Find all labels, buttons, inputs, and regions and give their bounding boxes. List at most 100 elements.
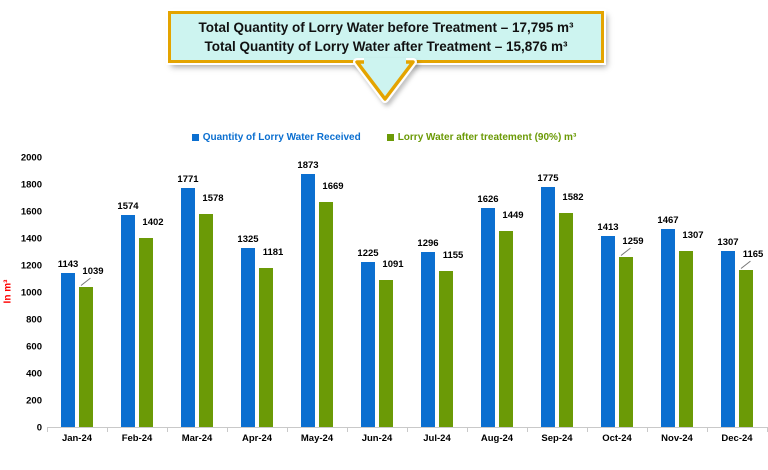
y-tick-label: 1000 — [20, 287, 42, 299]
callout-arrow-down-icon — [353, 58, 417, 103]
month-group: 1467 1307 — [647, 158, 708, 432]
month-group: 1873 1669 — [287, 158, 348, 432]
value-label-received: 1467 — [657, 214, 679, 226]
value-label-treated: 1402 — [142, 216, 164, 228]
x-axis-label: Jul-24 — [423, 433, 451, 444]
value-label-treated: 1259 — [622, 236, 644, 248]
bar-treated — [559, 213, 573, 427]
value-label-received: 1143 — [57, 258, 79, 270]
bar-received — [181, 187, 195, 427]
legend-item-received: Quantity of Lorry Water Received — [191, 132, 361, 143]
x-axis-label: May-24 — [300, 433, 334, 444]
x-axis-label: Sep-24 — [541, 433, 573, 444]
label-leader-line — [620, 247, 631, 256]
x-axis-tick — [466, 427, 468, 432]
value-label-received: 1574 — [117, 200, 139, 212]
y-tick-label: 2000 — [20, 152, 42, 164]
legend-item-treated: Lorry Water after treatement (90%) m³ — [386, 132, 576, 143]
bar-treated — [439, 271, 453, 427]
value-label-treated: 1669 — [322, 180, 344, 192]
x-axis-label: Aug-24 — [480, 433, 514, 444]
value-label-treated: 1449 — [502, 210, 524, 222]
value-label-treated: 1091 — [382, 258, 404, 270]
legend-swatch-received-icon — [191, 134, 199, 141]
bar-treated — [679, 250, 693, 427]
bar-received — [661, 228, 675, 427]
legend-swatch-treated-icon — [386, 134, 394, 141]
value-label-received: 1626 — [477, 193, 499, 205]
y-tick-label: 1400 — [20, 233, 42, 245]
x-axis-tick — [526, 427, 528, 432]
x-axis-tick — [766, 427, 768, 432]
bar-treated — [79, 286, 93, 427]
value-label-treated: 1039 — [82, 265, 104, 277]
bar-treated — [499, 231, 513, 427]
bar-received — [601, 236, 615, 427]
x-axis-label: Apr-24 — [241, 433, 273, 444]
month-group: 1307 1165 — [707, 158, 768, 432]
y-tick-label: 0 — [36, 422, 42, 434]
bar-received — [241, 248, 255, 427]
x-axis-tick — [226, 427, 228, 432]
bar-treated — [259, 267, 273, 427]
bar-received — [541, 187, 555, 427]
value-label-treated: 1165 — [742, 248, 764, 260]
y-tick-label: 400 — [26, 368, 42, 380]
x-axis-tick — [646, 427, 648, 432]
x-axis-tick — [46, 427, 48, 432]
x-axis-tick — [706, 427, 708, 432]
value-label-received: 1413 — [597, 222, 619, 234]
y-tick-label: 200 — [26, 395, 42, 407]
bar-treated — [139, 237, 153, 427]
callout-line2: Total Quantity of Lorry Water after Trea… — [204, 39, 568, 54]
month-group: 1225 1091 — [347, 158, 408, 432]
value-label-received: 1325 — [237, 234, 259, 246]
bar-treated — [199, 213, 213, 427]
bar-treated — [379, 279, 393, 427]
y-tick-label: 1200 — [20, 260, 42, 272]
x-axis-label: Jan-24 — [61, 433, 93, 444]
x-axis-tick — [406, 427, 408, 432]
month-group: 1771 1578 — [167, 158, 228, 432]
bar-received — [721, 250, 735, 427]
month-group: 1296 1155 — [407, 158, 468, 432]
bar-treated — [319, 201, 333, 427]
y-tick-label: 800 — [26, 314, 42, 326]
label-leader-line — [740, 260, 751, 269]
bar-received — [361, 261, 375, 427]
x-axis-tick — [586, 427, 588, 432]
callout-line1: Total Quantity of Lorry Water before Tre… — [198, 20, 574, 35]
y-tick-label: 600 — [26, 341, 42, 353]
bar-treated — [619, 257, 633, 427]
month-group: 1325 1181 — [227, 158, 288, 432]
x-axis-label: Oct-24 — [602, 433, 632, 444]
month-group: 1775 1582 — [527, 158, 588, 432]
totals-callout: Total Quantity of Lorry Water before Tre… — [168, 11, 604, 63]
x-axis-label: Jun-24 — [361, 433, 393, 444]
month-group: 1143 1039 — [46, 158, 108, 432]
value-label-received: 1225 — [357, 247, 379, 259]
value-label-received: 1771 — [177, 173, 199, 185]
bar-received — [121, 214, 135, 427]
month-group: 1574 1402 — [107, 158, 168, 432]
value-label-received: 1873 — [297, 160, 319, 172]
legend: Quantity of Lorry Water Received Lorry W… — [0, 132, 768, 143]
bar-treated — [739, 269, 753, 427]
x-axis: Jan-24 Feb-24 Mar-24 Apr-24 May-24 Jun-24 Jul-… — [47, 433, 767, 444]
x-axis-label: Mar-24 — [181, 433, 213, 444]
x-axis-tick — [106, 427, 108, 432]
value-label-treated: 1181 — [262, 246, 284, 258]
bar-received — [61, 272, 75, 427]
value-label-received: 1307 — [717, 236, 739, 248]
x-axis-tick — [286, 427, 288, 432]
bar-received — [481, 207, 495, 427]
value-label-received: 1775 — [537, 173, 559, 185]
bar-received — [301, 174, 315, 427]
label-leader-line — [80, 277, 91, 286]
y-tick-label: 1800 — [20, 179, 42, 191]
value-label-treated: 1155 — [442, 250, 464, 262]
month-group: 1413 1259 — [587, 158, 648, 432]
x-axis-label: Nov-24 — [661, 433, 693, 444]
legend-label-received: Quantity of Lorry Water Received — [202, 132, 361, 143]
